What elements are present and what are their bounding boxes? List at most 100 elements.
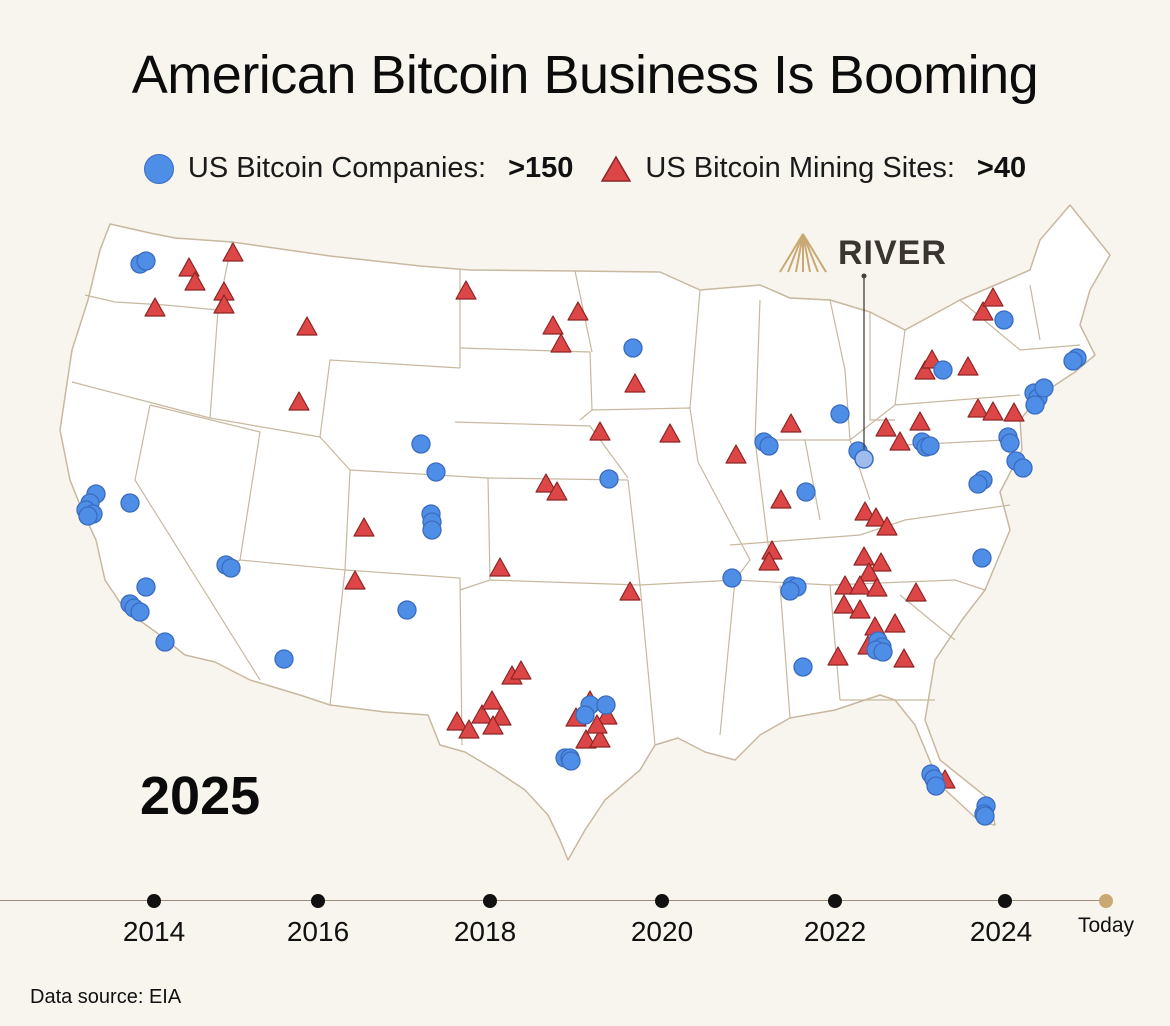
mining-marker <box>619 581 641 601</box>
timeline-label: 2014 <box>122 916 186 947</box>
mining-marker <box>758 551 780 571</box>
legend-mining-label: US Bitcoin Mining Sites: <box>645 152 955 184</box>
timeline-label-today: Today <box>1077 914 1135 937</box>
timeline-dot-2020[interactable] <box>655 894 669 908</box>
data-source: Data source: EIA <box>30 986 182 1008</box>
mining-marker <box>849 575 871 595</box>
company-marker <box>830 404 850 424</box>
company-marker <box>136 577 156 597</box>
timeline-label: 2020 <box>630 916 694 947</box>
company-marker <box>155 632 175 652</box>
company-marker <box>975 806 995 826</box>
mining-marker <box>586 714 608 734</box>
company-marker <box>426 462 446 482</box>
company-marker <box>575 705 595 725</box>
mining-marker <box>893 648 915 668</box>
company-marker <box>411 434 431 454</box>
river-hq-marker <box>854 449 874 469</box>
company-marker <box>130 602 150 622</box>
timeline-label: 2016 <box>286 916 350 947</box>
mining-marker <box>876 516 898 536</box>
company-marker <box>1034 378 1054 398</box>
legend-mining: US Bitcoin Mining Sites: >40 <box>601 152 1026 185</box>
mining-marker <box>178 257 200 277</box>
company-marker <box>221 558 241 578</box>
mining-marker <box>889 431 911 451</box>
mining-marker <box>482 715 504 735</box>
legend-companies-count: >150 <box>508 152 574 184</box>
mining-marker <box>546 481 568 501</box>
timeline[interactable]: 2014 2016 2018 2020 2022 2024 Today <box>0 880 1170 960</box>
mining-marker <box>875 417 897 437</box>
company-marker <box>759 436 779 456</box>
mining-marker <box>884 613 906 633</box>
company-marker <box>397 600 417 620</box>
mining-marker <box>982 401 1004 421</box>
mining-marker <box>909 411 931 431</box>
timeline-dot-2024[interactable] <box>998 894 1012 908</box>
mining-marker <box>914 360 936 380</box>
company-marker <box>873 642 893 662</box>
company-marker <box>1063 351 1083 371</box>
mining-marker <box>854 501 876 521</box>
mining-marker <box>858 562 880 582</box>
brand-pointer-dot <box>861 273 867 279</box>
company-marker <box>1025 395 1045 415</box>
company-marker <box>780 581 800 601</box>
mining-marker <box>659 423 681 443</box>
timeline-dot-2016[interactable] <box>311 894 325 908</box>
mining-marker <box>833 594 855 614</box>
mining-marker <box>550 333 572 353</box>
timeline-label: 2018 <box>453 916 517 947</box>
mining-marker <box>458 719 480 739</box>
timeline-dot-2014[interactable] <box>147 894 161 908</box>
mining-marker <box>471 704 493 724</box>
mining-sites <box>144 242 1025 789</box>
mining-marker <box>596 705 618 725</box>
timeline-dot-2018[interactable] <box>483 894 497 908</box>
mining-marker <box>1003 402 1025 422</box>
mining-marker <box>567 301 589 321</box>
company-marker <box>599 469 619 489</box>
mining-marker <box>535 473 557 493</box>
page-title: American Bitcoin Business Is Booming <box>131 45 1039 105</box>
company-marker <box>972 548 992 568</box>
mining-marker <box>870 552 892 572</box>
mining-marker <box>510 660 532 680</box>
mining-marker <box>288 391 310 411</box>
timeline-track[interactable] <box>0 900 1100 901</box>
company-marker <box>78 506 98 526</box>
river-logo-icon <box>779 233 827 273</box>
mining-marker <box>589 421 611 441</box>
timeline-dot-2022[interactable] <box>828 894 842 908</box>
legend-companies-label: US Bitcoin Companies: <box>187 152 487 184</box>
mining-marker <box>725 444 747 464</box>
mining-marker <box>542 315 564 335</box>
company-marker <box>796 482 816 502</box>
mining-marker <box>865 507 887 527</box>
mining-marker <box>213 294 235 314</box>
company-marker <box>1013 458 1033 478</box>
legend: US Bitcoin Companies: >150 US Bitcoin Mi… <box>0 152 1170 185</box>
legend-companies: US Bitcoin Companies: >150 <box>143 152 574 185</box>
company-marker <box>968 474 988 494</box>
mining-marker <box>780 413 802 433</box>
company-marker <box>926 776 946 796</box>
blue-circle-icon <box>143 153 174 184</box>
company-marker <box>623 338 643 358</box>
mining-marker <box>834 575 856 595</box>
timeline-label: 2022 <box>803 916 867 947</box>
mining-marker <box>455 280 477 300</box>
company-marker <box>596 695 616 715</box>
timeline-dot-today[interactable] <box>1099 894 1113 908</box>
company-sites <box>76 251 1087 826</box>
company-marker <box>994 310 1014 330</box>
year-label: 2025 <box>140 766 261 826</box>
mining-marker <box>489 557 511 577</box>
mining-marker <box>972 301 994 321</box>
timeline-label: 2024 <box>969 916 1033 947</box>
company-marker <box>136 251 156 271</box>
us-outline <box>59 204 1111 861</box>
mining-marker <box>144 297 166 317</box>
